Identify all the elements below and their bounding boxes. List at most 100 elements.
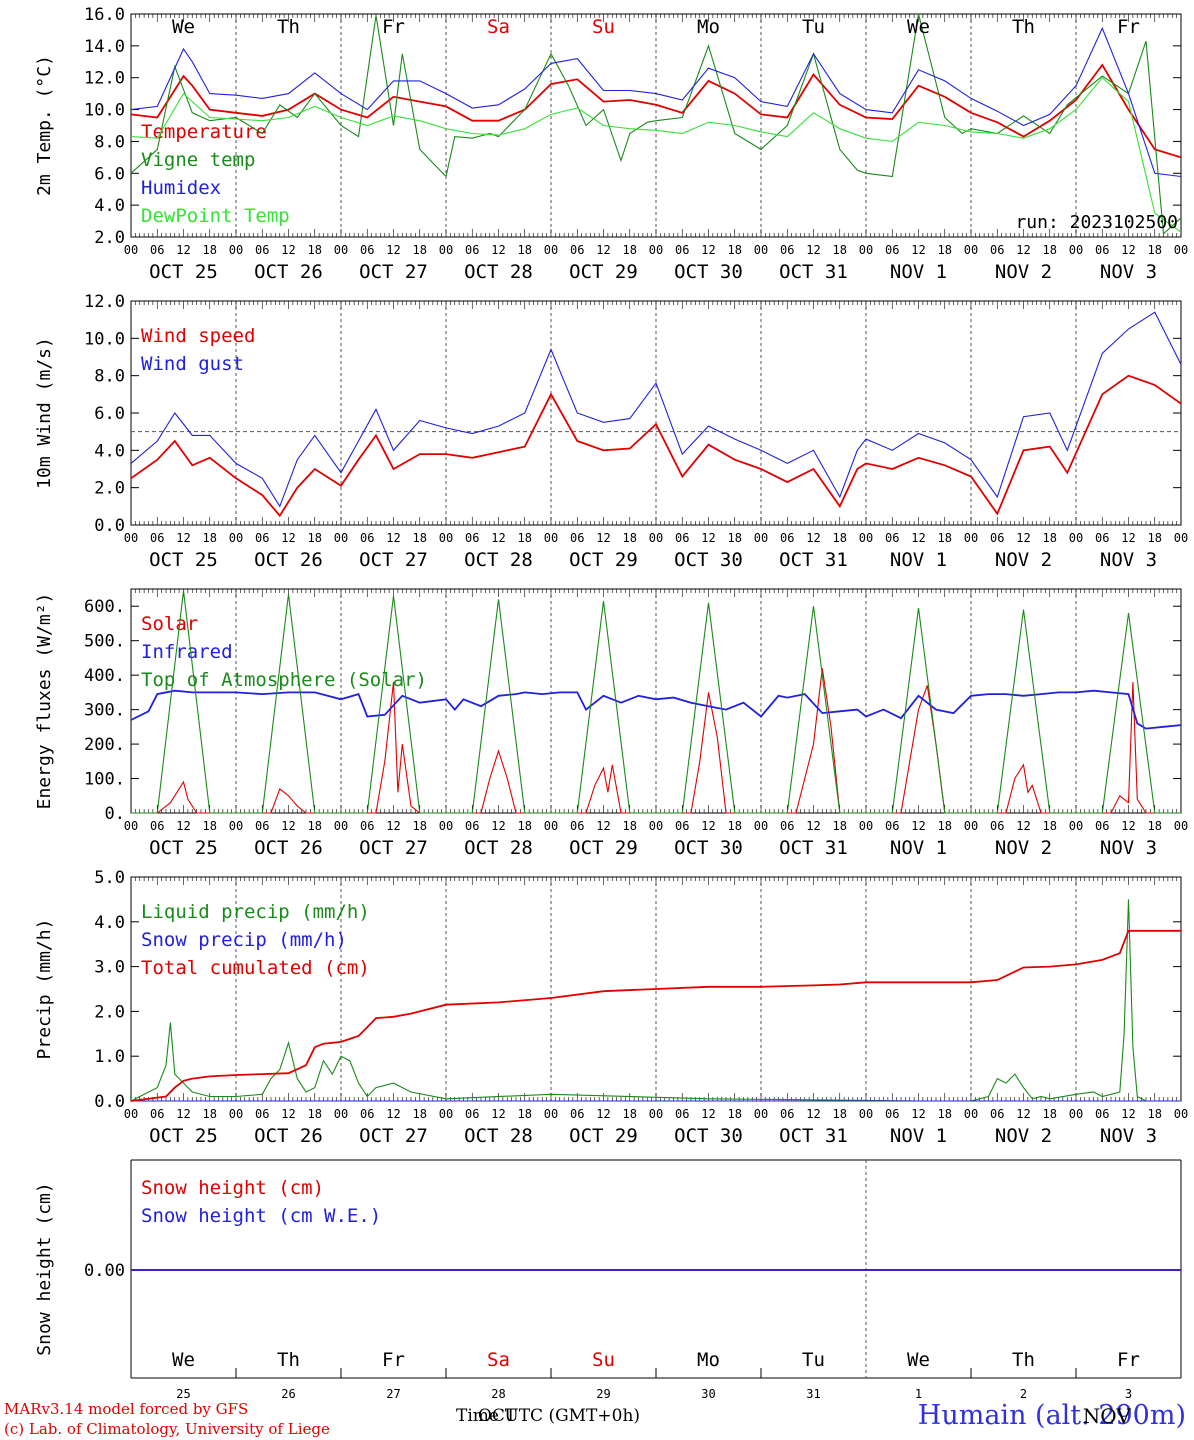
hour-tick-label: 06 <box>360 1107 374 1121</box>
weekday-label: We <box>907 16 930 38</box>
hour-tick-label: 12 <box>386 819 400 833</box>
hour-tick-label: 12 <box>491 531 505 545</box>
hour-tick-label: 06 <box>465 819 479 833</box>
hour-tick-label: 06 <box>360 243 374 257</box>
y-tick-label: 0.00 <box>84 1261 125 1281</box>
hour-tick-label: 18 <box>833 243 847 257</box>
hour-tick-label: 00 <box>334 819 348 833</box>
station-name-text: Humain (alt. 290m) <box>917 1400 1186 1431</box>
hour-tick-label: 00 <box>229 531 243 545</box>
hour-tick-label: 18 <box>833 1107 847 1121</box>
date-label: OCT 26 <box>254 1125 323 1147</box>
hour-tick-label: 06 <box>675 819 689 833</box>
y-tick-label: 0. <box>105 804 125 824</box>
hour-tick-label: 12 <box>281 819 295 833</box>
series-line <box>131 590 1181 814</box>
y-tick-label: 8.0 <box>94 367 125 387</box>
series-line <box>130 689 1182 730</box>
hour-tick-label: 00 <box>1174 531 1188 545</box>
hour-tick-label: 00 <box>964 531 978 545</box>
date-label: OCT 29 <box>569 261 638 283</box>
hour-tick-label: 12 <box>1016 819 1030 833</box>
hour-tick-label: 12 <box>596 243 610 257</box>
date-label: OCT 30 <box>674 261 743 283</box>
hour-tick-label: 06 <box>885 819 899 833</box>
hour-tick-label: 00 <box>334 1107 348 1121</box>
date-label: OCT 31 <box>779 1125 848 1147</box>
hour-tick-label: 00 <box>1069 1107 1083 1121</box>
weekday-label: Th <box>277 16 300 38</box>
hour-tick-label: 00 <box>859 243 873 257</box>
hour-tick-label: 18 <box>938 243 952 257</box>
weekday-label: Tu <box>802 16 825 38</box>
day-number-label: 28 <box>491 1387 505 1401</box>
hour-tick-label: 12 <box>176 1107 190 1121</box>
weekday-label: Mo <box>697 16 720 38</box>
y-tick-label: 2.0 <box>94 479 125 499</box>
date-label: OCT 26 <box>254 837 323 859</box>
hour-tick-label: 00 <box>859 531 873 545</box>
legend-entry: Solar <box>141 613 198 635</box>
hour-tick-label: 00 <box>1069 243 1083 257</box>
series-line <box>130 26 1182 178</box>
hour-tick-label: 06 <box>570 243 584 257</box>
y-tick-label: 500. <box>84 632 125 652</box>
date-label: OCT 30 <box>674 837 743 859</box>
lab-credit: (c) Lab. of Climatology, University of L… <box>4 1420 330 1438</box>
hour-tick-label: 00 <box>754 819 768 833</box>
hour-tick-label: 12 <box>1016 531 1030 545</box>
hour-tick-label: 18 <box>623 531 637 545</box>
weekday-label: Su <box>592 1349 615 1371</box>
hour-tick-label: 18 <box>518 243 532 257</box>
hour-tick-label: 18 <box>413 531 427 545</box>
hour-tick-label: 12 <box>176 243 190 257</box>
y-tick-label: 12.0 <box>84 292 125 312</box>
hour-tick-label: 06 <box>990 243 1004 257</box>
weekday-label: Su <box>592 16 615 38</box>
series-line <box>130 13 1182 235</box>
hour-tick-label: 00 <box>1174 1107 1188 1121</box>
weekday-label: We <box>172 1349 195 1371</box>
hour-tick-label: 12 <box>596 819 610 833</box>
hour-tick-label: 12 <box>596 531 610 545</box>
weekday-label: Fr <box>1117 16 1140 38</box>
date-label: NOV 1 <box>890 1125 947 1147</box>
hour-tick-label: 00 <box>229 819 243 833</box>
legend-entry: Snow height (cm) <box>141 1177 324 1199</box>
hour-tick-label: 00 <box>1069 531 1083 545</box>
time-axis-label: Time UTC (GMT+0h) <box>456 1406 641 1426</box>
weekday-label: We <box>172 16 195 38</box>
hour-tick-label: 06 <box>150 819 164 833</box>
y-tick-label: 3.0 <box>94 958 125 978</box>
legend-entry: Humidex <box>141 177 221 199</box>
y-tick-label: 6.0 <box>94 404 125 424</box>
hour-tick-label: 00 <box>544 819 558 833</box>
hour-tick-label: 18 <box>938 819 952 833</box>
hour-tick-label: 00 <box>544 1107 558 1121</box>
series-line <box>130 76 1182 233</box>
model-credit: MARv3.14 model forced by GFS <box>4 1400 249 1418</box>
date-label: OCT 28 <box>464 1125 533 1147</box>
date-label: NOV 1 <box>890 549 947 571</box>
hour-tick-label: 18 <box>203 531 217 545</box>
hour-tick-label: 00 <box>649 1107 663 1121</box>
hour-tick-label: 06 <box>1095 531 1109 545</box>
hour-tick-label: 00 <box>334 243 348 257</box>
hour-tick-label: 06 <box>675 243 689 257</box>
hour-tick-label: 18 <box>833 531 847 545</box>
y-tick-label: 10.0 <box>84 329 125 349</box>
hour-tick-label: 06 <box>1095 243 1109 257</box>
hour-tick-label: 18 <box>728 243 742 257</box>
legend-entry: Vigne temp <box>141 149 255 171</box>
hour-tick-label: 12 <box>806 1107 820 1121</box>
weekday-label: Th <box>1012 16 1035 38</box>
y-tick-label: 5.0 <box>94 868 125 888</box>
legend-entry: Liquid precip (mm/h) <box>141 901 370 923</box>
hour-tick-label: 06 <box>990 819 1004 833</box>
hour-tick-label: 00 <box>439 243 453 257</box>
hour-tick-label: 18 <box>308 1107 322 1121</box>
hour-tick-label: 00 <box>859 819 873 833</box>
hour-tick-label: 12 <box>176 531 190 545</box>
date-label: NOV 1 <box>890 261 947 283</box>
hour-tick-label: 18 <box>1043 243 1057 257</box>
